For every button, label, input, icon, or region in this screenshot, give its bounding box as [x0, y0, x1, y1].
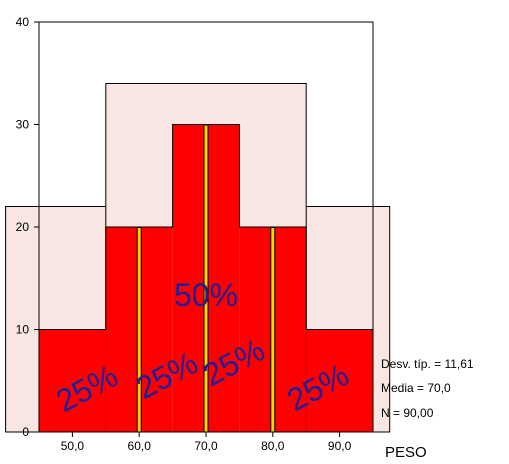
stat-mean: Media = 70,0: [381, 381, 451, 395]
stat-n: N = 90,00: [381, 406, 434, 420]
y-tick-label-0: 0: [22, 425, 29, 439]
stat-std-dev: Desv. típ. = 11,61: [381, 357, 474, 371]
histogram-bar-1: [39, 329, 106, 432]
y-tick-label-20: 20: [16, 220, 30, 234]
y-tick-label-30: 30: [16, 118, 30, 132]
x-tick-label-3: 70,0: [194, 439, 218, 453]
y-tick-label-10: 10: [16, 323, 30, 337]
x-axis-title: PESO: [385, 444, 427, 461]
y-tick-label-40: 40: [16, 15, 30, 29]
x-tick-label-5: 90,0: [328, 439, 352, 453]
percent-label-center: 50%: [174, 277, 238, 313]
x-tick-label-1: 50,0: [61, 439, 85, 453]
histogram-bar-5: [306, 329, 373, 432]
x-tick-label-2: 60,0: [128, 439, 152, 453]
x-tick-label-4: 80,0: [261, 439, 285, 453]
